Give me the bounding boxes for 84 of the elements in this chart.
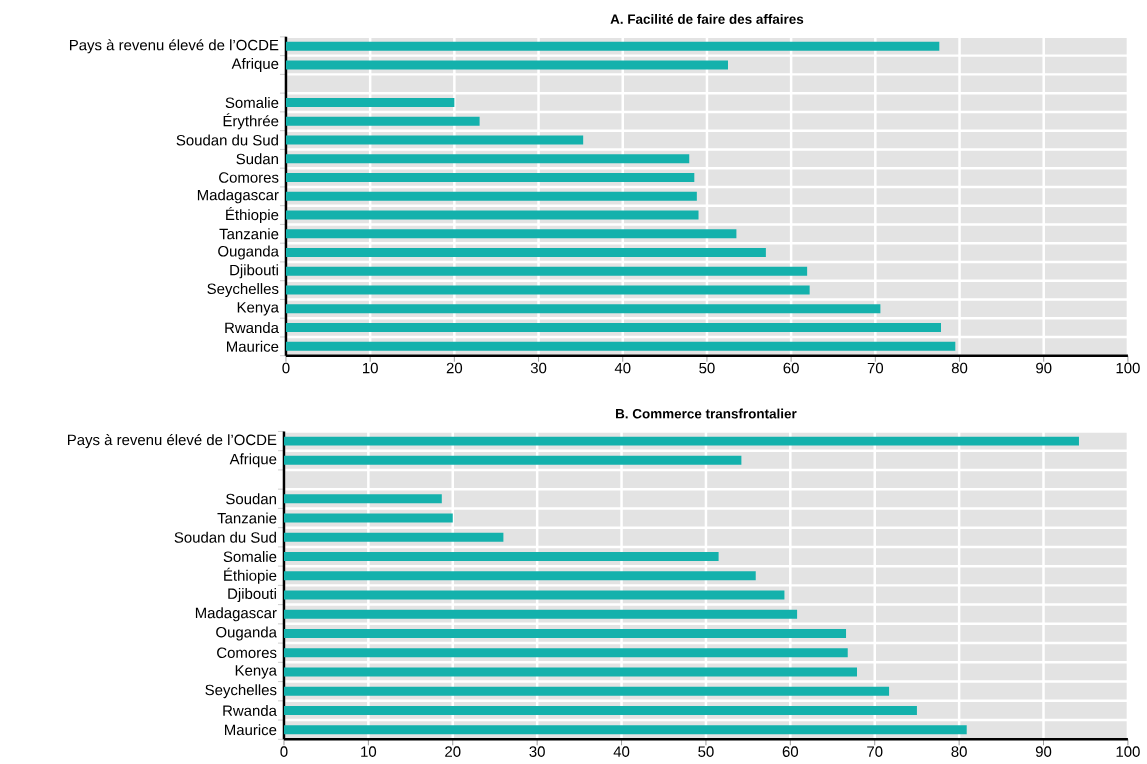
- x-tick-label: 100: [1116, 746, 1140, 757]
- bar: [283, 571, 756, 581]
- y-tick-label: Rwanda: [225, 321, 279, 333]
- bar: [285, 247, 766, 257]
- x-tick-label: 20: [446, 362, 463, 374]
- y-tick-label: Seychelles: [205, 684, 277, 699]
- bar: [283, 532, 504, 542]
- y-tick-label: Comores: [219, 172, 279, 183]
- x-tick-label: 60: [783, 362, 799, 374]
- bar: [285, 322, 941, 332]
- y-tick-label: Éthiopie: [224, 567, 277, 584]
- y-tick-label: Kenya: [237, 302, 279, 316]
- bar: [283, 725, 967, 735]
- y-tick-label: Soudan du Sud: [176, 134, 278, 146]
- y-tick-label: Kenya: [235, 665, 277, 679]
- bar: [283, 436, 1079, 446]
- y-tick-label: Madagascar: [195, 607, 277, 622]
- bar: [285, 41, 940, 51]
- bar: [283, 494, 442, 504]
- y-tick-label: Djibouti: [228, 587, 276, 602]
- bar: [285, 229, 737, 239]
- y-tick-label: Rwanda: [223, 704, 277, 716]
- bar: [283, 648, 848, 658]
- y-tick-label: Éthiopie: [226, 206, 279, 223]
- y-tick-label: Ouganda: [216, 626, 277, 641]
- y-tick-label: Tanzanie: [217, 512, 277, 524]
- x-tick-label: 70: [867, 746, 883, 757]
- bar: [285, 191, 697, 201]
- bar: [283, 455, 742, 465]
- bar: [285, 210, 699, 220]
- bar: [283, 513, 453, 523]
- x-tick-label: 0: [280, 746, 288, 757]
- x-tick-label: 50: [698, 746, 714, 757]
- y-tick-label: Pays à revenu élevé de l’OCDE: [69, 39, 279, 54]
- bar: [285, 116, 480, 126]
- y-tick-label: Soudan: [226, 493, 276, 505]
- bar: [285, 97, 455, 107]
- bar: [285, 172, 695, 182]
- x-tick-label: 30: [529, 746, 545, 757]
- x-tick-label: 40: [613, 746, 630, 757]
- x-tick-label: 40: [614, 362, 631, 374]
- x-tick-label: 80: [951, 362, 968, 374]
- x-tick-label: 50: [699, 362, 715, 374]
- x-tick-label: 10: [361, 746, 377, 757]
- y-tick-label: Somalie: [223, 550, 277, 562]
- x-tick-label: 0: [282, 362, 290, 374]
- y-tick-label: Pays à revenu élevé de l’OCDE: [68, 433, 277, 449]
- y-tick-label: Maurice: [225, 724, 277, 736]
- y-tick-label: Madagascar: [197, 189, 279, 204]
- x-tick-label: 20: [445, 746, 461, 757]
- x-tick-label: 30: [530, 362, 547, 374]
- y-tick-label: Ouganda: [218, 245, 279, 260]
- y-tick-label: Maurice: [227, 340, 279, 352]
- bar: [283, 705, 917, 715]
- y-tick-label: Afrique: [231, 57, 279, 72]
- y-tick-label: Afrique: [229, 453, 277, 468]
- bar: [283, 551, 719, 561]
- x-tick-label: 80: [951, 746, 967, 757]
- y-tick-label: Comores: [217, 647, 277, 658]
- y-tick-label: Soudan du Sud: [174, 531, 276, 543]
- x-tick-label: 90: [1036, 362, 1052, 374]
- bar: [283, 686, 890, 696]
- y-tick-label: Érythrée: [223, 113, 279, 130]
- y-tick-label: Tanzanie: [219, 228, 279, 240]
- y-tick-label: Sudan: [236, 153, 278, 165]
- chart-title: A. Facilité de faire des affaires: [610, 13, 804, 24]
- bar: [283, 667, 858, 677]
- bar: [285, 135, 584, 145]
- y-tick-label: Somalie: [225, 96, 279, 108]
- bar: [283, 628, 847, 638]
- y-tick-label: Seychelles: [207, 282, 279, 297]
- bar: [285, 154, 690, 164]
- x-tick-label: 60: [782, 746, 799, 757]
- x-tick-label: 10: [363, 362, 378, 374]
- x-tick-label: 100: [1116, 362, 1140, 374]
- bar: [285, 285, 810, 295]
- bar: [285, 266, 808, 276]
- y-tick-label: Djibouti: [230, 264, 278, 279]
- x-tick-label: 70: [867, 362, 884, 374]
- chart-title: B. Commerce transfrontalier: [616, 408, 797, 419]
- bar: [285, 304, 881, 314]
- bar: [285, 341, 956, 351]
- bar: [283, 609, 798, 619]
- x-tick-label: 90: [1035, 746, 1052, 757]
